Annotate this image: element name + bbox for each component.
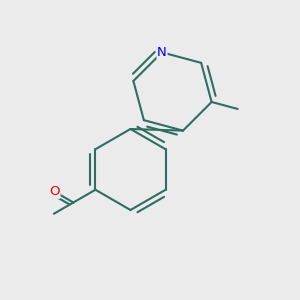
Text: O: O bbox=[50, 185, 60, 198]
Text: N: N bbox=[157, 46, 167, 59]
